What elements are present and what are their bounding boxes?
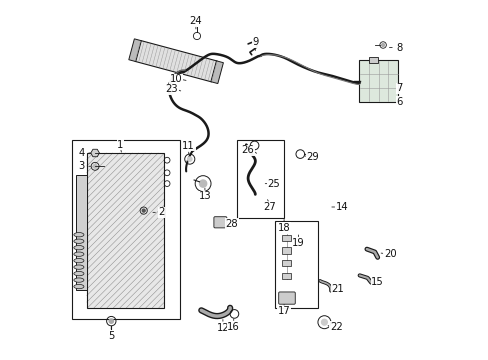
Text: 8: 8 [395, 42, 402, 53]
Ellipse shape [74, 252, 84, 256]
Text: 1: 1 [117, 140, 123, 150]
Text: 10: 10 [169, 74, 182, 84]
Circle shape [187, 157, 192, 161]
Text: 6: 6 [395, 96, 402, 107]
Bar [282, 247, 291, 254]
Bar [87, 153, 164, 308]
Ellipse shape [74, 284, 84, 289]
Text: 18: 18 [277, 222, 290, 233]
Text: 20: 20 [383, 249, 396, 259]
Text: 24: 24 [189, 16, 202, 26]
Circle shape [381, 44, 384, 46]
Text: 25: 25 [267, 179, 280, 189]
Text: 14: 14 [335, 202, 347, 212]
Text: 22: 22 [329, 322, 342, 332]
Text: 5: 5 [108, 330, 114, 341]
Ellipse shape [74, 258, 84, 263]
FancyBboxPatch shape [213, 217, 226, 228]
Text: 28: 28 [225, 219, 238, 229]
Bar [237, 140, 284, 218]
Bar [87, 153, 164, 308]
Text: 29: 29 [306, 152, 319, 162]
Bar [368, 57, 377, 63]
Circle shape [142, 209, 145, 212]
Text: 12: 12 [216, 323, 229, 333]
Circle shape [321, 319, 326, 325]
Bar [210, 61, 223, 84]
Bar [76, 175, 87, 290]
Text: 19: 19 [291, 238, 304, 248]
Text: 17: 17 [277, 306, 290, 316]
Ellipse shape [74, 239, 84, 243]
Text: 23: 23 [165, 84, 178, 94]
Text: 9: 9 [252, 37, 258, 48]
Bar [282, 273, 291, 279]
Ellipse shape [74, 278, 84, 282]
Text: 15: 15 [370, 276, 383, 287]
Text: 13: 13 [198, 191, 211, 201]
Circle shape [93, 165, 97, 168]
Text: 26: 26 [241, 145, 254, 156]
Text: 21: 21 [331, 284, 344, 294]
Circle shape [199, 180, 206, 187]
FancyBboxPatch shape [358, 60, 397, 102]
Text: 27: 27 [263, 202, 276, 212]
Bar [282, 235, 291, 241]
Bar [135, 41, 217, 82]
Polygon shape [91, 149, 99, 157]
Text: 2: 2 [158, 207, 164, 217]
Ellipse shape [74, 246, 84, 250]
Ellipse shape [74, 271, 84, 276]
Ellipse shape [74, 233, 84, 237]
Bar [72, 140, 180, 319]
Text: 11: 11 [182, 141, 195, 151]
Bar [128, 39, 141, 62]
Text: 7: 7 [395, 83, 402, 93]
Text: 16: 16 [227, 322, 240, 332]
Ellipse shape [74, 265, 84, 269]
Text: 4: 4 [79, 148, 85, 158]
Bar [275, 221, 318, 308]
Bar [282, 260, 291, 266]
FancyBboxPatch shape [278, 292, 295, 304]
Circle shape [109, 319, 113, 323]
Text: 3: 3 [79, 161, 85, 171]
